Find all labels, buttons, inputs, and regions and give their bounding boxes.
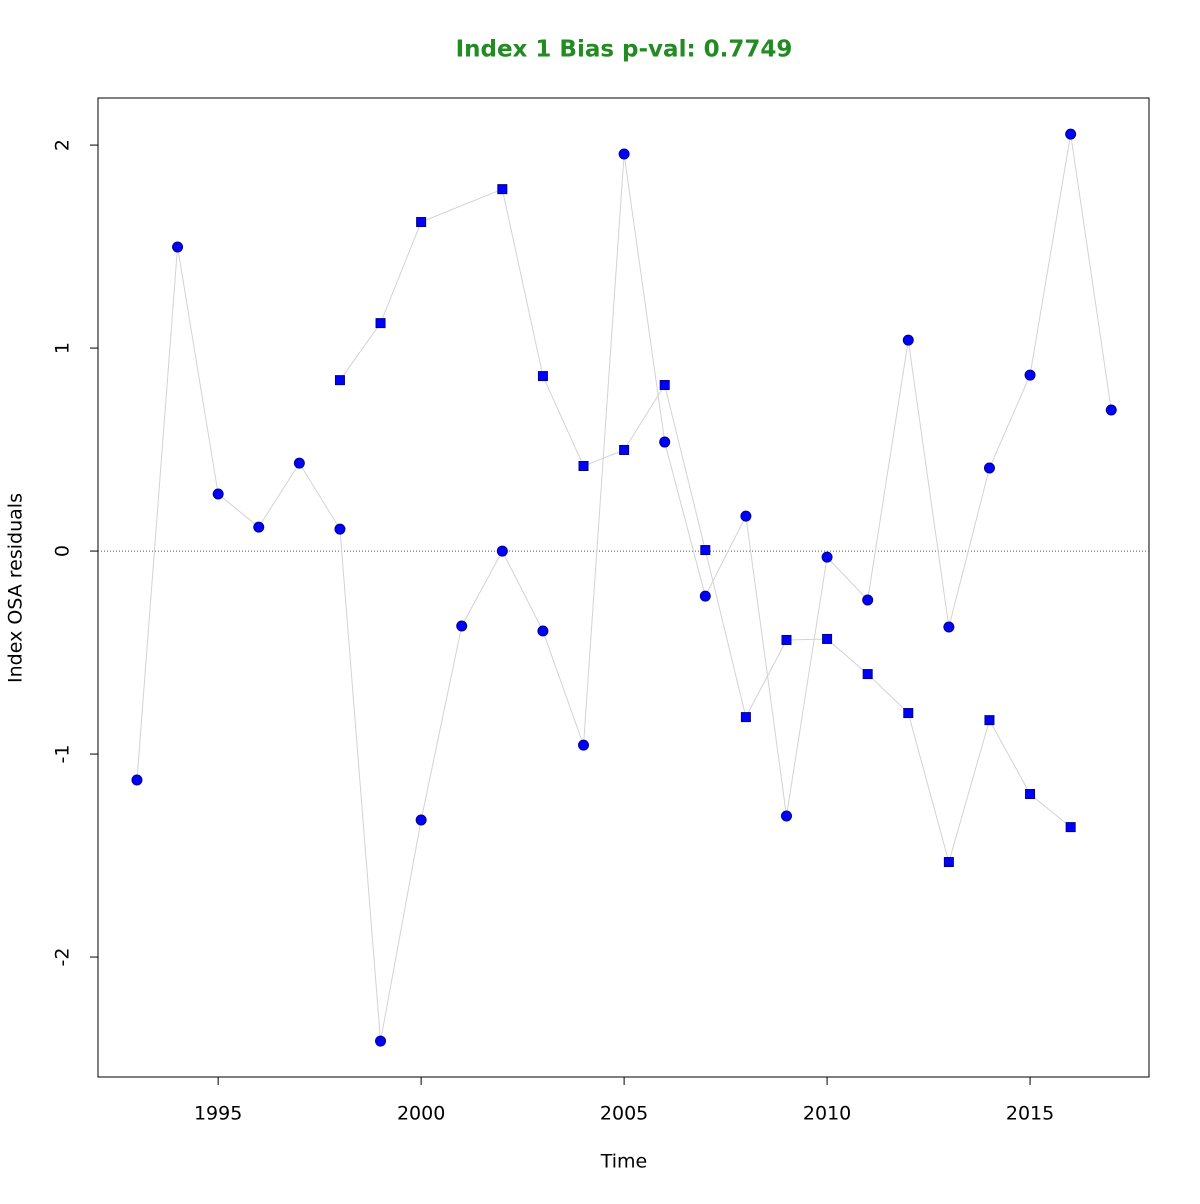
point-circle [253, 521, 265, 533]
chart-title: Index 1 Bias p-val: 0.7749 [456, 37, 793, 63]
point-square [334, 375, 345, 386]
y-tick-label: 2 [52, 139, 74, 151]
x-axis-label: Time [600, 1151, 648, 1173]
point-circle [862, 594, 874, 606]
y-axis-label: Index OSA residuals [5, 493, 27, 683]
y-tick-label: -2 [52, 948, 74, 967]
point-circle [659, 436, 671, 448]
y-tick-label: 1 [52, 342, 74, 354]
point-circle [172, 241, 184, 253]
y-tick-label: 0 [52, 545, 74, 557]
point-circle [415, 814, 427, 826]
x-tick-label: 2010 [803, 1103, 851, 1125]
point-square [903, 708, 914, 719]
point-circle [334, 523, 346, 535]
point-circle [131, 774, 143, 786]
series-line [136, 134, 1112, 1042]
point-circle [780, 810, 792, 822]
point-circle [456, 620, 468, 632]
point-circle [1065, 128, 1077, 140]
point-square [619, 444, 630, 455]
point-square [659, 380, 670, 391]
point-circle [293, 457, 305, 469]
point-circle [212, 488, 224, 500]
point-square [1065, 822, 1076, 833]
x-tick-label: 2005 [600, 1103, 648, 1125]
point-circle [983, 462, 995, 474]
point-square [1025, 789, 1036, 800]
point-circle [375, 1035, 387, 1047]
point-circle [740, 510, 752, 522]
point-square [862, 669, 873, 680]
point-square [375, 318, 386, 329]
point-square [781, 634, 792, 645]
point-circle [943, 621, 955, 633]
point-circle [496, 545, 508, 557]
point-square [700, 545, 711, 556]
point-square [578, 461, 589, 472]
point-circle [618, 148, 630, 160]
point-circle [1105, 404, 1117, 416]
x-tick-label: 2015 [1006, 1103, 1054, 1125]
point-circle [821, 551, 833, 563]
point-square [416, 217, 427, 228]
point-square [943, 857, 954, 868]
y-tick-label: -1 [52, 745, 74, 764]
point-circle [902, 334, 914, 346]
point-circle [699, 590, 711, 602]
x-tick-label: 2000 [397, 1103, 445, 1125]
point-circle [1024, 369, 1036, 381]
x-tick-label: 1995 [194, 1103, 242, 1125]
point-circle [537, 625, 549, 637]
point-square [497, 184, 508, 195]
point-circle [578, 739, 590, 751]
point-square [740, 712, 751, 723]
point-square [537, 371, 548, 382]
series-line [339, 188, 1071, 864]
point-square [822, 633, 833, 644]
plot-frame [97, 97, 1150, 1078]
point-square [984, 715, 995, 726]
